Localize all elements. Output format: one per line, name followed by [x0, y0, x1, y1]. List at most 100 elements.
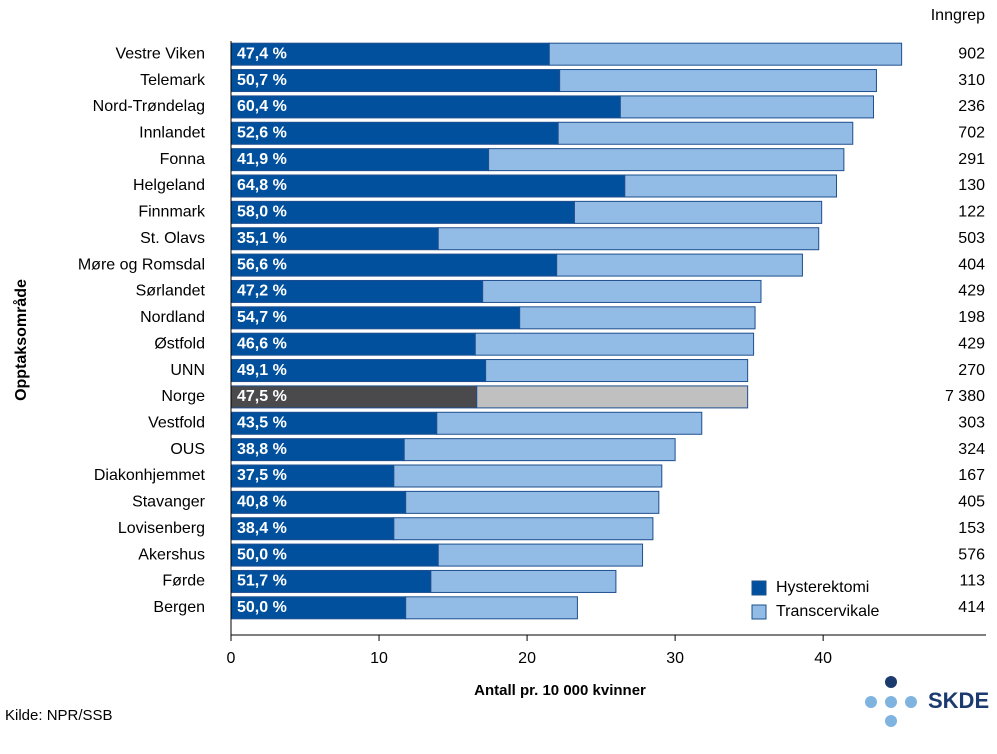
share-label: 58,0 % — [237, 204, 287, 221]
bar-segment — [485, 359, 749, 383]
bar-segment — [430, 569, 617, 593]
count-label: 404 — [958, 256, 985, 273]
category-label: Vestfold — [148, 414, 205, 431]
logo-text: SKDE — [928, 688, 989, 713]
count-label: 198 — [958, 309, 985, 326]
count-label: 130 — [958, 177, 985, 194]
share-label: 38,4 % — [237, 520, 287, 537]
count-label: 113 — [959, 573, 985, 590]
category-label: Akershus — [138, 546, 205, 563]
logo: SKDE — [865, 676, 989, 727]
legend-label: Transcervikale — [776, 603, 880, 620]
category-label: Innlandet — [139, 124, 205, 141]
share-label: 50,7 % — [237, 72, 287, 89]
count-label: 7 380 — [945, 388, 985, 405]
share-label: 60,4 % — [237, 98, 287, 115]
share-label: 46,6 % — [237, 335, 287, 352]
bar-segment — [548, 42, 903, 66]
bar-segment — [405, 596, 578, 620]
bar-segment — [556, 253, 803, 277]
share-label: 47,2 % — [237, 283, 287, 300]
y-axis-title: Opptaksområde — [12, 279, 30, 401]
count-label: 122 — [958, 204, 985, 221]
count-label: 310 — [958, 72, 985, 89]
share-label: 38,8 % — [237, 441, 287, 458]
x-tick-label: 30 — [666, 650, 684, 667]
share-label: 50,0 % — [237, 599, 287, 616]
share-label: 54,7 % — [237, 309, 287, 326]
category-label: Stavanger — [132, 494, 206, 511]
category-label: Nordland — [140, 309, 205, 326]
x-tick-label: 40 — [814, 650, 832, 667]
bar-segment — [230, 174, 626, 198]
bar-segment — [393, 517, 654, 541]
share-label: 64,8 % — [237, 177, 287, 194]
bar-segment — [437, 227, 820, 251]
bar-segment — [230, 95, 621, 119]
bar-segment — [624, 174, 837, 198]
bar-segment — [559, 69, 877, 93]
logo-dot — [905, 696, 917, 708]
category-label: Bergen — [153, 599, 205, 616]
count-label: 405 — [958, 494, 985, 511]
share-label: 56,6 % — [237, 256, 287, 273]
bar-segment — [403, 438, 676, 462]
bar-segment — [405, 490, 660, 514]
category-label: Førde — [162, 573, 205, 590]
count-label: 291 — [958, 151, 985, 168]
share-label: 50,0 % — [237, 546, 287, 563]
category-label: Diakonhjemmet — [94, 467, 206, 484]
category-label: Lovisenberg — [118, 520, 205, 537]
share-label: 37,5 % — [237, 467, 287, 484]
legend-label: Hysterektomi — [776, 579, 869, 596]
bar-segment — [519, 306, 756, 330]
category-label: Finnmark — [138, 204, 206, 221]
category-label: Norge — [161, 388, 205, 405]
share-label: 49,1 % — [237, 362, 287, 379]
category-label: Helgeland — [133, 177, 205, 194]
count-label: 236 — [958, 98, 985, 115]
bar-segment — [393, 464, 663, 488]
x-tick-label: 0 — [227, 650, 236, 667]
share-label: 51,7 % — [237, 573, 287, 590]
x-tick-label: 20 — [518, 650, 536, 667]
bar-segment — [436, 411, 703, 435]
count-header: Inngrep — [931, 7, 985, 24]
count-label: 270 — [958, 362, 985, 379]
count-label: 576 — [958, 546, 985, 563]
share-label: 35,1 % — [237, 230, 287, 247]
bar-segment — [476, 385, 749, 409]
count-label: 429 — [958, 283, 985, 300]
count-label: 503 — [958, 230, 985, 247]
share-label: 52,6 % — [237, 124, 287, 141]
share-label: 47,4 % — [237, 45, 287, 62]
category-label: Nord-Trøndelag — [93, 98, 205, 115]
legend-swatch — [751, 580, 767, 596]
bar-segment — [573, 200, 823, 224]
category-label: OUS — [170, 441, 205, 458]
count-label: 702 — [958, 124, 985, 141]
count-label: 303 — [958, 414, 985, 431]
category-label: St. Olavs — [140, 230, 205, 247]
source: Kilde: NPR/SSB — [5, 707, 113, 724]
share-label: 43,5 % — [237, 414, 287, 431]
count-label: 429 — [958, 335, 985, 352]
bar-segment — [482, 279, 762, 303]
category-label: Møre og Romsdal — [78, 256, 205, 273]
share-label: 40,8 % — [237, 494, 287, 511]
share-label: 41,9 % — [237, 151, 287, 168]
category-label: UNN — [170, 362, 205, 379]
count-label: 902 — [958, 45, 985, 62]
logo-dot — [885, 676, 897, 688]
category-label: Østfold — [154, 335, 205, 352]
category-label: Sørlandet — [136, 283, 206, 300]
bar-segment — [488, 148, 845, 172]
bar-segment — [557, 121, 854, 145]
bar-segment — [474, 332, 755, 356]
logo-dot — [885, 696, 897, 708]
share-label: 47,5 % — [237, 388, 287, 405]
bar-segment — [619, 95, 874, 119]
logo-dot — [885, 715, 897, 727]
legend-swatch — [751, 604, 767, 620]
